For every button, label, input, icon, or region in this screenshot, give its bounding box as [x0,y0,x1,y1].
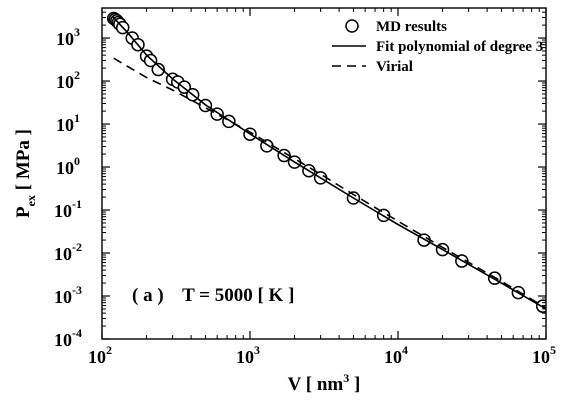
md-result-point [143,53,158,68]
legend-label: MD results [376,19,447,35]
y-tick-base: 10 [56,158,74,178]
y-tick-label: 102 [56,68,80,92]
plot-series [106,11,546,313]
y-tick-label: 10-4 [54,326,82,350]
y-axis-label-tail: [ MPa ] [13,129,34,195]
x-tick-exponent: 3 [254,343,260,357]
y-tick-exponent: -4 [72,326,82,340]
y-tick-base: 10 [54,287,72,307]
y-tick-label: 10-2 [54,240,82,264]
y-tick-exponent: 2 [74,68,80,82]
y-axis-label-sub: ex [24,195,38,206]
legend: MD results Fit polynomial of degree 3 Viri… [332,19,543,75]
y-tick-label: 101 [56,111,80,135]
virial-line [113,57,546,309]
x-tick-base: 10 [532,347,550,367]
x-tick-base: 10 [384,347,402,367]
y-tick-exponent: -2 [72,240,82,254]
y-axis-label-main: P [13,206,34,218]
x-tick-exponent: 4 [402,343,408,357]
legend-label: Fit polynomial of degree 3 [376,39,543,55]
y-tick-exponent: -1 [72,197,82,211]
y-tick-exponent: -3 [72,283,82,297]
x-tick-base: 10 [236,347,254,367]
legend-label: Virial [376,59,413,75]
y-tick-base: 10 [56,115,74,135]
x-tick-label: 102 [88,343,112,367]
y-tick-exponent: 1 [74,111,80,125]
x-tick-label: 103 [236,343,260,367]
x-tick-exponent: 2 [106,343,112,357]
y-axis-label: Pex [ MPa ] [13,129,38,218]
y-tick-base: 10 [54,201,72,221]
x-tick-label: 104 [384,343,408,367]
y-tick-label: 103 [56,25,80,49]
x-axis-label-sup: 3 [343,371,349,385]
x-tick-base: 10 [88,347,106,367]
x-axis-label: V [ nm3 ] [288,371,361,395]
y-tick-exponent: 3 [74,25,80,39]
panel-annotation: ( a ) T = 5000 [ K ] [132,285,294,306]
y-tick-base: 10 [56,72,74,92]
x-tick-exponent: 5 [550,343,556,357]
y-tick-label: 10-3 [54,283,82,307]
temperature-label: T = 5000 [ K ] [182,285,294,306]
y-tick-label: 100 [56,154,80,178]
y-tick-exponent: 0 [74,154,80,168]
y-tick-base: 10 [54,330,72,350]
panel-label: ( a ) [132,285,164,306]
y-tick-base: 10 [56,29,74,49]
fit-polynomial-of-degree-3-line [112,15,546,310]
y-tick-base: 10 [54,244,72,264]
x-tick-label: 105 [532,343,556,367]
md-result-point [151,62,166,77]
x-axis-label-tail: ] [349,374,360,395]
y-tick-label: 10-1 [54,197,82,221]
x-axis-label-main: V [ nm [288,374,344,395]
legend-marker-circle [345,19,359,33]
